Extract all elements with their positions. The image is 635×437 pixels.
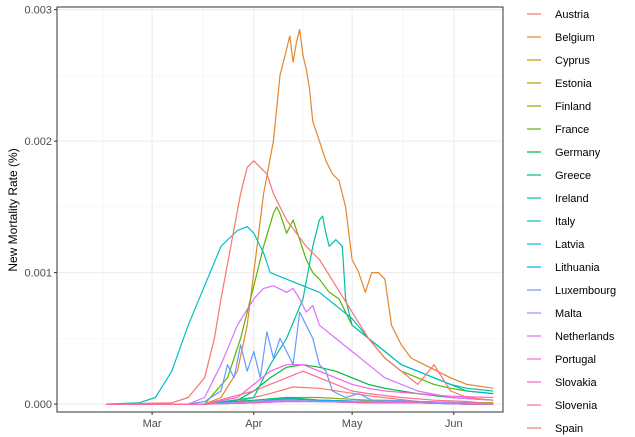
legend-label: Germany <box>555 147 601 159</box>
series-line-slovakia <box>106 400 494 405</box>
legend-label: Slovenia <box>555 400 598 412</box>
series-line-netherlands <box>106 285 494 405</box>
series-line-belgium <box>106 28 494 405</box>
legend-label: Slovakia <box>555 377 597 389</box>
legend-label: Austria <box>555 9 590 21</box>
series-line-luxembourg <box>106 311 494 405</box>
grid-major <box>57 7 503 412</box>
series-layer <box>106 28 494 405</box>
legend-label: Italy <box>555 216 576 228</box>
legend-label: Estonia <box>555 78 593 90</box>
plot-panel <box>57 7 503 412</box>
legend-label: Latvia <box>555 239 585 251</box>
legend-label: Spain <box>555 423 583 435</box>
legend-label: Ireland <box>555 193 589 205</box>
y-axis: 0.000 0.001 0.002 0.003 <box>24 5 57 411</box>
x-tick-label: Apr <box>245 418 262 430</box>
x-tick-label: May <box>342 418 363 430</box>
legend-label: Greece <box>555 170 591 182</box>
plot-border <box>56 6 504 413</box>
legend-label: Portugal <box>555 354 596 366</box>
y-tick-label: 0.002 <box>24 136 52 148</box>
legend-label: Netherlands <box>555 331 615 343</box>
y-tick-label: 0.001 <box>24 268 52 280</box>
y-axis-title: New Mortality Rate (%) <box>6 148 20 271</box>
legend-label: Finland <box>555 101 591 113</box>
legend-label: Lithuania <box>555 262 601 274</box>
series-line-germany <box>106 364 494 405</box>
legend-label: Belgium <box>555 32 595 44</box>
legend-label: Cyprus <box>555 55 590 67</box>
series-line-portugal <box>106 364 494 405</box>
series-line-slovenia <box>106 370 494 405</box>
x-tick-label: Jun <box>445 418 463 430</box>
legend-label: Malta <box>555 308 583 320</box>
legend-label: Luxembourg <box>555 285 616 297</box>
legend-label: France <box>555 124 589 136</box>
x-axis: Mar Apr May Jun <box>143 412 463 430</box>
y-tick-label: 0.003 <box>24 5 52 17</box>
series-line-spain <box>106 160 494 405</box>
series-line-italy <box>106 226 494 405</box>
x-tick-label: Mar <box>143 418 162 430</box>
legend: Austria Belgium Cyprus Estonia Finland France… <box>527 9 616 435</box>
y-tick-label: 0.000 <box>24 399 52 411</box>
